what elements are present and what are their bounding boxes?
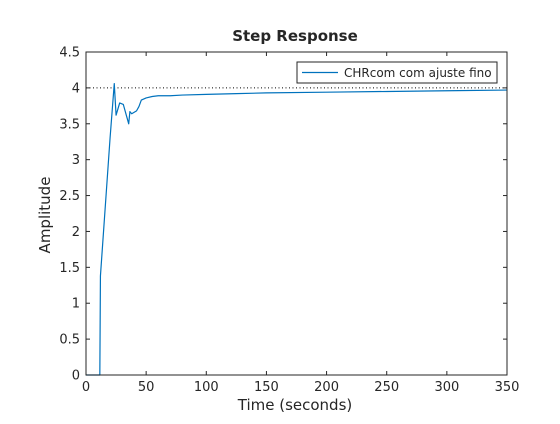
plot-area [86, 52, 507, 375]
y-tick-label: 1 [72, 297, 80, 312]
y-tick-label: 2 [72, 225, 80, 240]
ticks-layer: 0 50 100 150 200 250 300 350 0 0.5 1 1.5 2 2.5 3 3.5 4 4.… [59, 46, 519, 396]
y-tick-label: 3 [72, 153, 80, 168]
x-tick-label: 200 [314, 380, 339, 395]
x-tick-label: 250 [374, 380, 399, 395]
y-tick-label: 0 [72, 369, 80, 384]
y-axis-label: Amplitude [36, 177, 54, 254]
x-tick-label: 300 [434, 380, 459, 395]
y-tick-label: 0.5 [59, 333, 80, 348]
x-tick-label: 350 [495, 380, 520, 395]
series-line-0 [86, 82, 508, 376]
chart-title: Step Response [232, 27, 358, 45]
y-tick-label: 1.5 [59, 261, 80, 276]
axes-frame [85, 51, 508, 376]
x-tick-label: 150 [254, 380, 279, 395]
y-tick-label: 4 [72, 81, 80, 96]
y-tick-label: 4.5 [59, 46, 80, 61]
y-tick-label: 3.5 [59, 117, 80, 132]
axes-background [86, 52, 507, 375]
x-axis-label: Time (seconds) [237, 396, 353, 414]
x-tick-label: 50 [138, 380, 155, 395]
legend-box [296, 61, 498, 84]
legend: CHRcom com ajuste fino [296, 61, 498, 84]
legend-series-label: CHRcom com ajuste fino [344, 66, 492, 80]
axes-border [85, 51, 508, 376]
x-tick-label: 0 [82, 380, 90, 395]
series-layer [86, 82, 508, 376]
x-tick-label: 100 [194, 380, 219, 395]
y-tick-label: 2.5 [59, 189, 80, 204]
